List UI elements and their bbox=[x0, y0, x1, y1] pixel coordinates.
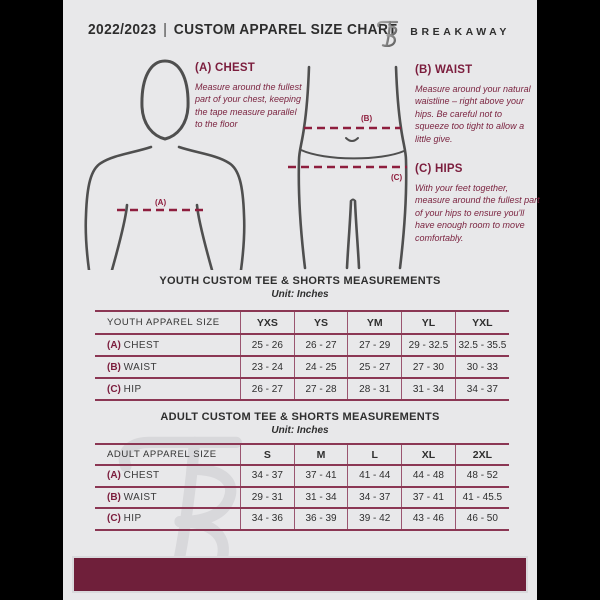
chest-marker-label: (A) bbox=[155, 198, 166, 207]
table-cell: 43 - 46 bbox=[401, 507, 456, 531]
table-cell: 39 - 42 bbox=[347, 507, 402, 531]
row-label: (B) WAIST bbox=[95, 355, 241, 379]
brand-name: BREAKAWAY bbox=[410, 26, 510, 38]
table-header-row: ADULT APPAREL SIZE S M L XL 2XL bbox=[95, 443, 509, 466]
chest-description: Measure around the fullest part of your … bbox=[195, 82, 302, 130]
waist-description: Measure around your natural waistline – … bbox=[415, 84, 531, 144]
page-header: 2022/2023 | CUSTOM APPAREL SIZE CHART BREA… bbox=[63, 0, 537, 52]
breakaway-b-logo-icon bbox=[377, 20, 399, 47]
row-label: (C) HIP bbox=[95, 377, 241, 401]
table-cell: 28 - 31 bbox=[347, 377, 402, 401]
size-chart-page: 2022/2023 | CUSTOM APPAREL SIZE CHART BREA… bbox=[63, 0, 540, 600]
column-header: YXS bbox=[240, 310, 295, 335]
adult-table-title: ADULT CUSTOM TEE & SHORTS MEASUREMENTS bbox=[160, 411, 440, 423]
row-label: (C) HIP bbox=[95, 507, 241, 531]
column-header: L bbox=[347, 443, 402, 466]
table-cell: 34 - 37 bbox=[240, 464, 295, 488]
table-cell: 30 - 33 bbox=[454, 355, 509, 379]
chest-heading: (A) CHEST bbox=[195, 62, 255, 74]
table-cell: 44 - 48 bbox=[401, 464, 456, 488]
table-cell: 26 - 27 bbox=[293, 333, 348, 357]
column-header: YL bbox=[401, 310, 456, 335]
table-cell: 24 - 25 bbox=[293, 355, 348, 379]
column-header: YS bbox=[293, 310, 348, 335]
chest-instructions: (A) CHEST Measure around the fullest par… bbox=[195, 62, 305, 131]
column-header: 2XL bbox=[454, 443, 509, 466]
table-header-row: YOUTH APPAREL SIZE YXS YS YM YL YXL bbox=[95, 310, 509, 335]
row-label: (A) CHEST bbox=[95, 464, 241, 488]
hips-description: With your feet together, measure around … bbox=[415, 183, 540, 243]
table-cell: 34 - 37 bbox=[454, 377, 509, 401]
hips-instructions: (C) HIPS With your feet together, measur… bbox=[415, 163, 542, 244]
column-header: ADULT APPAREL SIZE bbox=[95, 443, 241, 466]
row-label: (B) WAIST bbox=[95, 485, 241, 509]
table-cell: 34 - 36 bbox=[240, 507, 295, 531]
season-label: 2022/2023 bbox=[88, 22, 157, 38]
column-header: XL bbox=[401, 443, 456, 466]
column-header: YOUTH APPAREL SIZE bbox=[95, 310, 241, 335]
table-row: (B) WAIST 23 - 24 24 - 25 25 - 27 27 - 3… bbox=[95, 355, 509, 379]
table-cell: 29 - 32.5 bbox=[401, 333, 456, 357]
footer-accent-bar bbox=[72, 556, 528, 593]
table-row: (B) WAIST 29 - 31 31 - 34 34 - 37 37 - 4… bbox=[95, 485, 509, 509]
adult-size-table: ADULT APPAREL SIZE S M L XL 2XL (A) CHES… bbox=[95, 443, 509, 531]
page-title: 2022/2023 | CUSTOM APPAREL SIZE CHART bbox=[88, 22, 397, 38]
lower-body-figure bbox=[297, 65, 408, 270]
youth-size-table: YOUTH APPAREL SIZE YXS YS YM YL YXL (A) … bbox=[95, 310, 509, 401]
row-label: (A) CHEST bbox=[95, 333, 241, 357]
adult-table-unit: Unit: Inches bbox=[271, 425, 329, 436]
table-cell: 31 - 34 bbox=[293, 485, 348, 509]
measurement-figures: (A) (B) (C) bbox=[84, 59, 408, 270]
table-cell: 25 - 26 bbox=[240, 333, 295, 357]
table-cell: 25 - 27 bbox=[347, 355, 402, 379]
table-cell: 37 - 41 bbox=[401, 485, 456, 509]
hips-marker-label: (C) bbox=[391, 173, 402, 182]
title-separator: | bbox=[163, 22, 168, 38]
youth-table-unit: Unit: Inches bbox=[271, 289, 329, 300]
table-cell: 41 - 44 bbox=[347, 464, 402, 488]
waist-instructions: (B) WAIST Measure around your natural wa… bbox=[415, 64, 536, 145]
table-row: (C) HIP 34 - 36 36 - 39 39 - 42 43 - 46 … bbox=[95, 507, 509, 531]
table-cell: 46 - 50 bbox=[454, 507, 509, 531]
table-cell: 32.5 - 35.5 bbox=[454, 333, 509, 357]
hips-heading: (C) HIPS bbox=[415, 163, 463, 175]
table-cell: 27 - 29 bbox=[347, 333, 402, 357]
table-cell: 37 - 41 bbox=[293, 464, 348, 488]
brand-lockup: BREAKAWAY bbox=[375, 17, 510, 47]
table-row: (A) CHEST 25 - 26 26 - 27 27 - 29 29 - 3… bbox=[95, 333, 509, 357]
table-cell: 27 - 28 bbox=[293, 377, 348, 401]
table-cell: 36 - 39 bbox=[293, 507, 348, 531]
column-header: S bbox=[240, 443, 295, 466]
table-cell: 29 - 31 bbox=[240, 485, 295, 509]
waist-heading: (B) WAIST bbox=[415, 64, 473, 76]
table-cell: 27 - 30 bbox=[401, 355, 456, 379]
table-cell: 26 - 27 bbox=[240, 377, 295, 401]
table-cell: 48 - 52 bbox=[454, 464, 509, 488]
youth-table-title: YOUTH CUSTOM TEE & SHORTS MEASUREMENTS bbox=[159, 275, 441, 287]
table-row: (A) CHEST 34 - 37 37 - 41 41 - 44 44 - 4… bbox=[95, 464, 509, 488]
table-cell: 23 - 24 bbox=[240, 355, 295, 379]
title-text: CUSTOM APPAREL SIZE CHART bbox=[173, 22, 398, 38]
table-cell: 41 - 45.5 bbox=[454, 485, 509, 509]
waist-marker-label: (B) bbox=[361, 114, 372, 123]
table-cell: 31 - 34 bbox=[401, 377, 456, 401]
column-header: YM bbox=[347, 310, 402, 335]
column-header: M bbox=[293, 443, 348, 466]
table-row: (C) HIP 26 - 27 27 - 28 28 - 31 31 - 34 … bbox=[95, 377, 509, 401]
table-cell: 34 - 37 bbox=[347, 485, 402, 509]
column-header: YXL bbox=[454, 310, 509, 335]
